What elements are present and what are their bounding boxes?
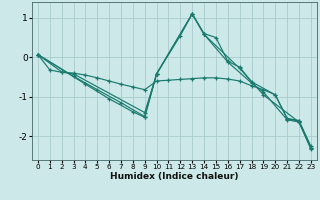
X-axis label: Humidex (Indice chaleur): Humidex (Indice chaleur) <box>110 172 239 181</box>
